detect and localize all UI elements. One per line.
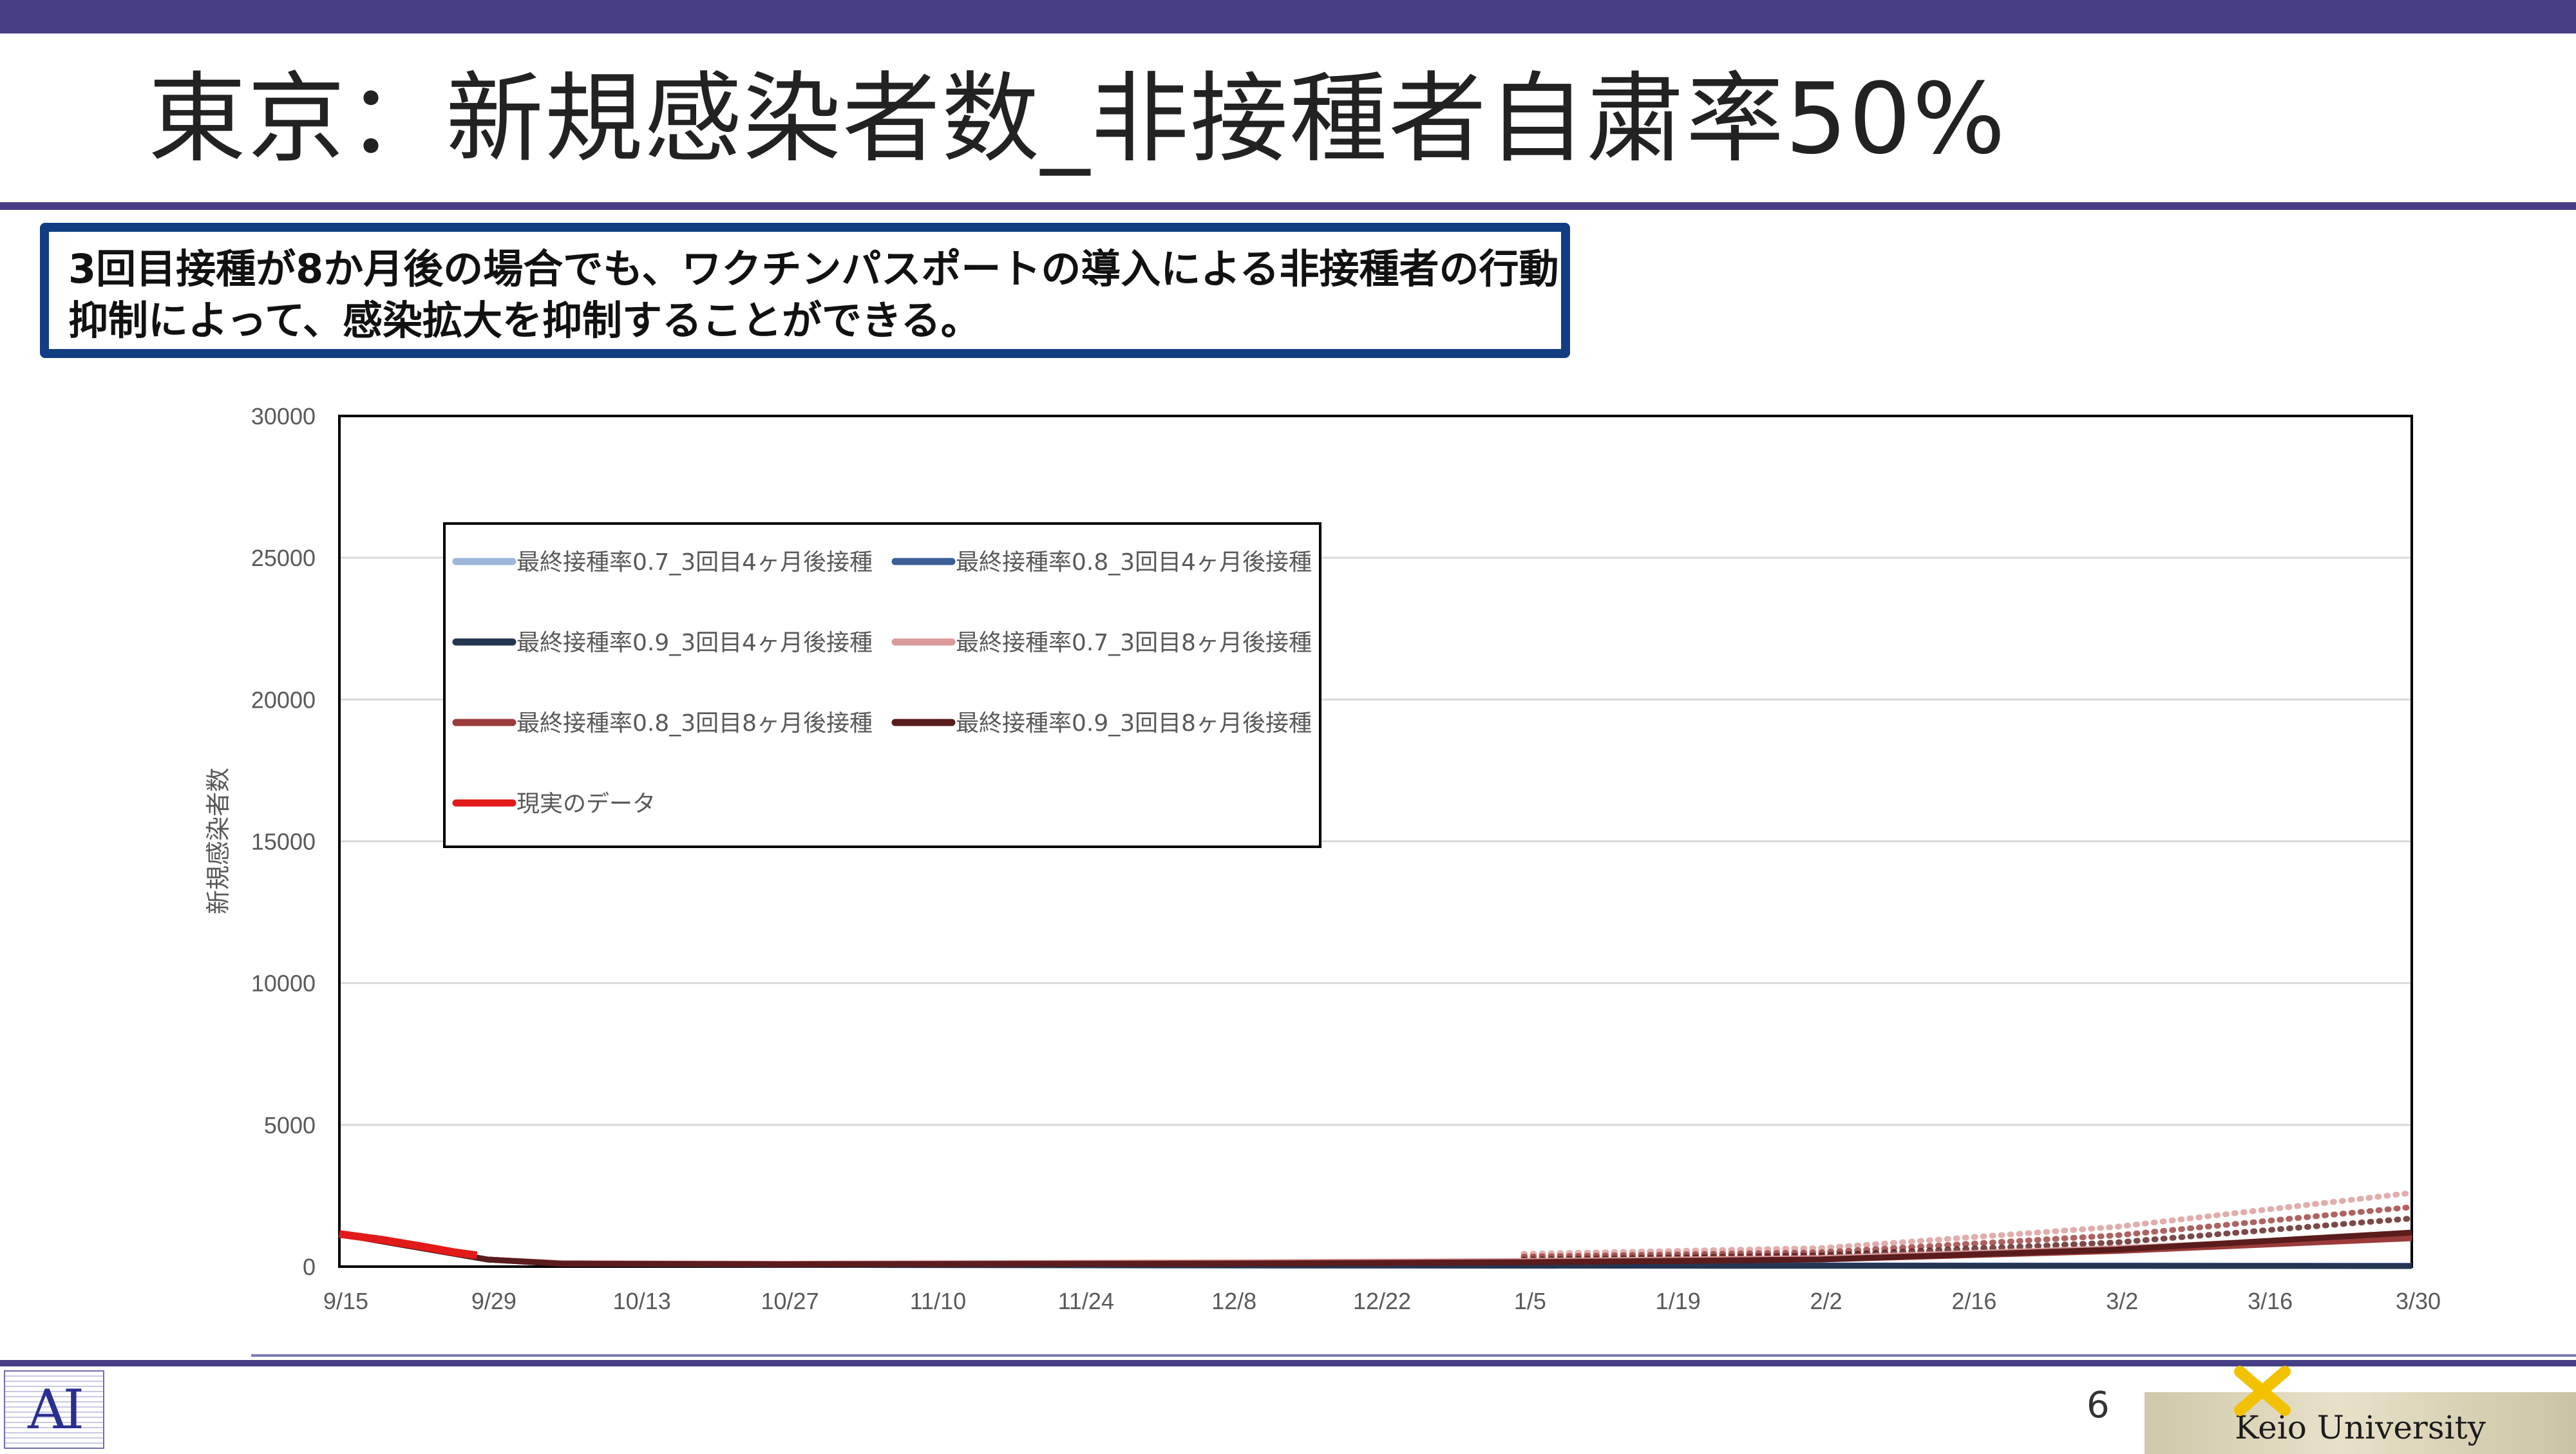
top-accent-bar [0,0,2576,33]
x-tick-label: 12/8 [1211,1288,1256,1314]
y-tick-label: 20000 [251,686,316,713]
x-tick-label: 3/16 [2248,1288,2293,1314]
legend-label: 現実のデータ [516,791,656,817]
legend-box [443,522,1321,848]
ai-center-logo: AI [4,1370,104,1449]
new-cases-line-chart: 0 5000 10000 15000 20000 25000 30000 9/15 9/29 10… [204,403,2441,1314]
title-divider [0,202,2576,210]
x-tick-label: 1/5 [1514,1288,1546,1314]
page-number: 6 [2087,1384,2110,1426]
x-tick-label: 3/2 [2106,1288,2138,1314]
x-tick-label: 10/27 [761,1288,819,1314]
page-title: 東京：新規感染者数_非接種者自粛率50% [148,62,2007,176]
callout-line-1: 3回目接種が8か月後の場合でも、ワクチンパスポートの導入による非接種者の行動 [68,245,1559,292]
keio-pen-icon [2234,1366,2291,1416]
x-tick-label: 1/19 [1656,1288,1701,1314]
x-tick-label: 2/16 [1951,1288,1996,1314]
y-tick-label: 25000 [251,545,316,571]
legend-label: 最終接種率0.9_3回目8ヶ月後接種 [956,710,1312,737]
series-line [339,1230,478,1260]
legend-label: 最終接種率0.7_3回目8ヶ月後接種 [956,630,1312,656]
y-axis-title: 新規感染者数 [204,768,232,914]
x-tick-label: 9/29 [471,1288,516,1314]
y-tick-label: 0 [303,1254,316,1280]
callout-box: 3回目接種が8か月後の場合でも、ワクチンパスポートの導入による非接種者の行動 抑… [40,223,1570,358]
projection-dotted-line [1520,1204,2415,1260]
footer-divider-thin [251,1354,2576,1357]
legend-label: 最終接種率0.9_3回目4ヶ月後接種 [516,630,873,656]
x-tick-label: 9/15 [323,1288,368,1314]
footer-divider [0,1360,2576,1366]
keio-logo-text: Keio University [2235,1409,2486,1446]
projection-dotted-line [1520,1190,2415,1257]
callout-line-2: 抑制によって、感染拡大を抑制することができる。 [68,297,981,344]
x-tick-label: 10/13 [613,1288,671,1314]
x-tick-label: 11/24 [1058,1288,1114,1314]
y-tick-label: 5000 [264,1112,316,1138]
x-tick-label: 3/30 [2396,1288,2441,1314]
y-tick-label: 30000 [251,403,316,430]
legend-label: 最終接種率0.8_3回目4ヶ月後接種 [956,549,1312,576]
y-tick-label: 10000 [251,970,316,997]
legend-label: 最終接種率0.7_3回目4ヶ月後接種 [516,549,873,576]
y-tick-label: 15000 [251,829,316,855]
ai-logo-text: AI [28,1378,84,1441]
x-tick-label: 12/22 [1353,1288,1411,1314]
legend-label: 最終接種率0.8_3回目8ヶ月後接種 [516,710,873,737]
x-tick-label: 11/10 [910,1288,966,1314]
series-line [339,1229,2412,1267]
keio-university-logo: Keio University [2145,1392,2576,1454]
x-tick-label: 2/2 [1810,1288,1842,1314]
